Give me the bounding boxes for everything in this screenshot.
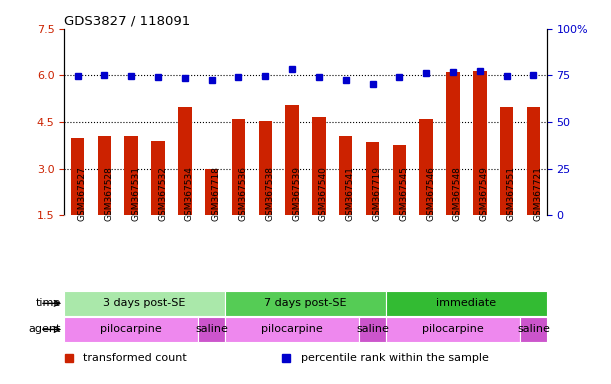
Bar xyxy=(500,107,513,215)
Bar xyxy=(64,317,198,342)
Text: GSM367541: GSM367541 xyxy=(346,167,355,222)
Text: GDS3827 / 118091: GDS3827 / 118091 xyxy=(64,15,191,28)
Bar xyxy=(420,119,433,215)
Bar xyxy=(386,317,520,342)
Text: GSM367721: GSM367721 xyxy=(533,167,543,222)
Text: GSM367718: GSM367718 xyxy=(211,166,221,222)
Bar xyxy=(225,291,386,316)
Text: GSM367719: GSM367719 xyxy=(373,166,381,222)
Text: GSM367538: GSM367538 xyxy=(265,166,274,222)
Text: time: time xyxy=(36,298,61,308)
Bar xyxy=(386,291,547,316)
Text: GSM367551: GSM367551 xyxy=(507,166,516,222)
Text: GSM367536: GSM367536 xyxy=(238,166,247,222)
Bar xyxy=(520,317,547,342)
Bar xyxy=(527,107,540,215)
Bar xyxy=(198,317,225,342)
Text: GSM367549: GSM367549 xyxy=(480,167,489,222)
Bar xyxy=(473,71,486,215)
Text: GSM367534: GSM367534 xyxy=(185,167,194,222)
Bar xyxy=(366,142,379,215)
Bar xyxy=(225,317,359,342)
Text: percentile rank within the sample: percentile rank within the sample xyxy=(301,353,489,363)
Text: immediate: immediate xyxy=(436,298,497,308)
Bar xyxy=(64,291,225,316)
Text: GSM367531: GSM367531 xyxy=(131,166,140,222)
Text: 3 days post-SE: 3 days post-SE xyxy=(103,298,186,308)
Bar xyxy=(232,119,245,215)
Bar xyxy=(71,138,84,215)
Text: transformed count: transformed count xyxy=(84,353,187,363)
Text: GSM367528: GSM367528 xyxy=(104,167,114,222)
Text: GSM367546: GSM367546 xyxy=(426,167,435,222)
Text: 7 days post-SE: 7 days post-SE xyxy=(264,298,347,308)
Text: saline: saline xyxy=(195,324,228,334)
Text: GSM367548: GSM367548 xyxy=(453,167,462,222)
Bar xyxy=(359,317,386,342)
Bar xyxy=(205,169,218,215)
Text: GSM367532: GSM367532 xyxy=(158,167,167,222)
Bar xyxy=(152,141,165,215)
Text: saline: saline xyxy=(356,324,389,334)
Bar xyxy=(312,118,326,215)
Text: GSM367527: GSM367527 xyxy=(78,167,87,222)
Text: GSM367545: GSM367545 xyxy=(400,167,408,222)
Text: saline: saline xyxy=(517,324,550,334)
Bar xyxy=(125,136,138,215)
Text: pilocarpine: pilocarpine xyxy=(422,324,484,334)
Bar xyxy=(178,107,191,215)
Bar xyxy=(98,136,111,215)
Text: GSM367540: GSM367540 xyxy=(319,167,328,222)
Text: agent: agent xyxy=(29,324,61,334)
Text: pilocarpine: pilocarpine xyxy=(100,324,162,334)
Bar xyxy=(446,72,459,215)
Bar xyxy=(393,146,406,215)
Text: pilocarpine: pilocarpine xyxy=(262,324,323,334)
Text: GSM367539: GSM367539 xyxy=(292,166,301,222)
Bar xyxy=(285,105,299,215)
Bar xyxy=(339,136,353,215)
Bar xyxy=(258,121,272,215)
